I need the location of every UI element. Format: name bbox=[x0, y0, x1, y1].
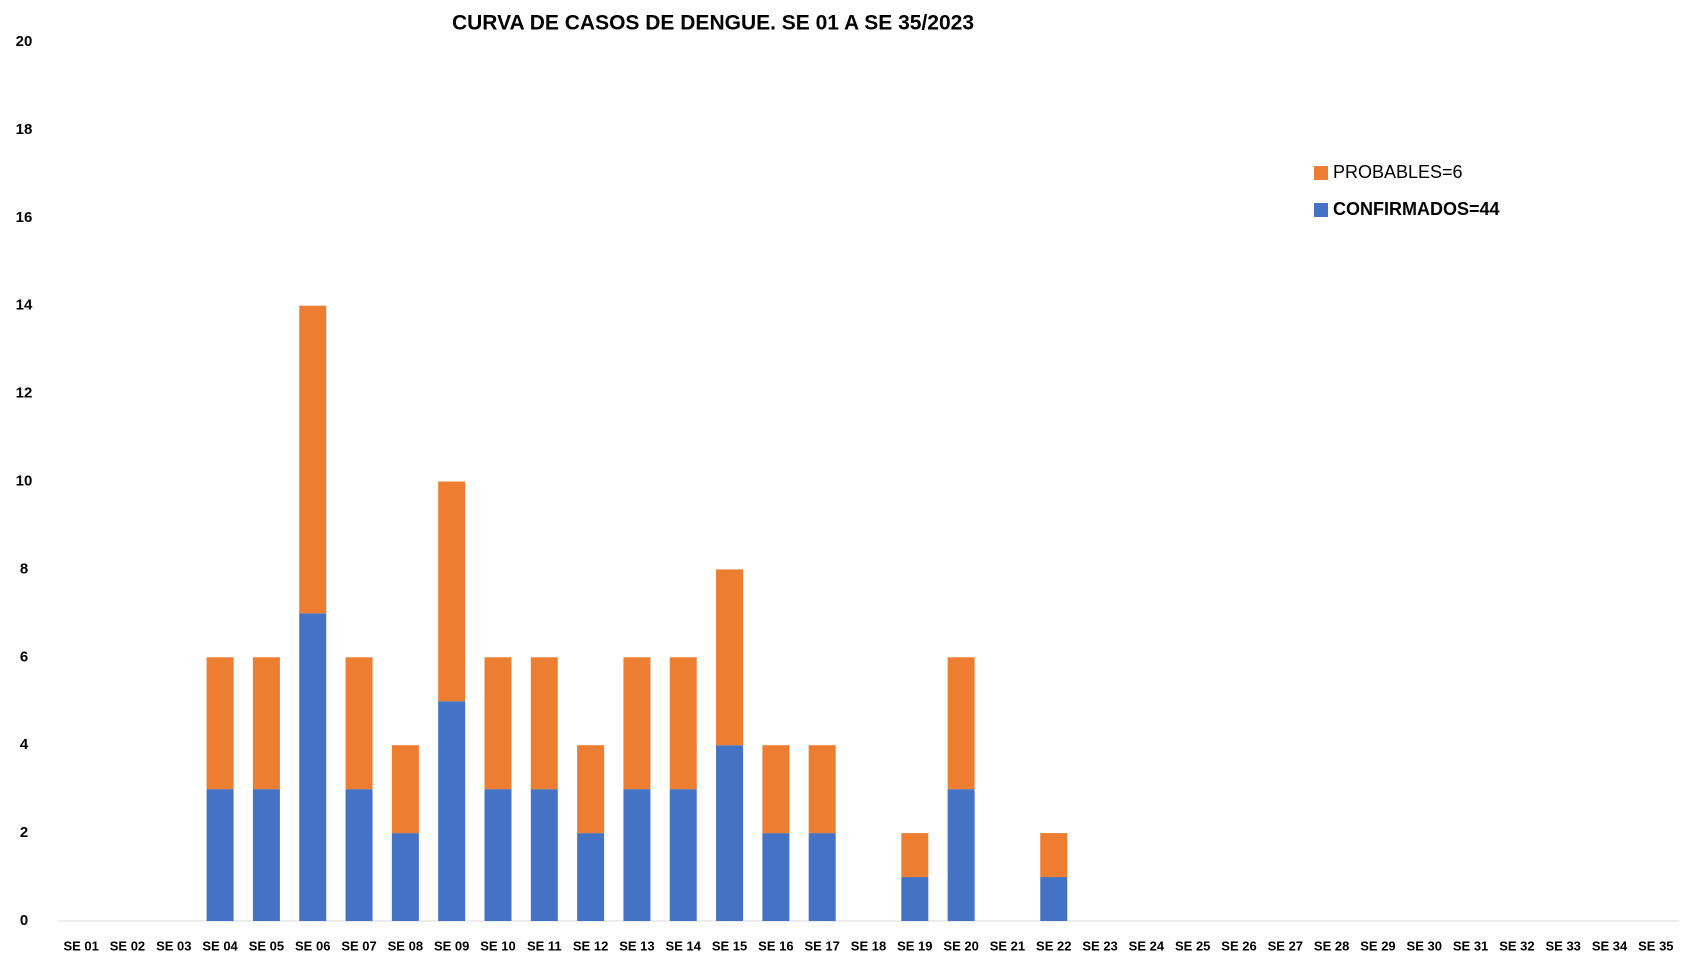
x-tick-label: SE 13 bbox=[619, 938, 654, 953]
x-tick-label: SE 30 bbox=[1407, 938, 1442, 953]
bar-segment bbox=[530, 657, 558, 790]
y-tick-label: 2 bbox=[20, 824, 28, 841]
x-tick-label: SE 31 bbox=[1453, 938, 1488, 953]
x-tick-label: SE 23 bbox=[1082, 938, 1117, 953]
x-tick-label: SE 21 bbox=[990, 938, 1025, 953]
x-tick-label: SE 20 bbox=[943, 938, 978, 953]
bar-segment bbox=[577, 833, 605, 921]
bar-segment bbox=[530, 789, 558, 921]
bar-segment bbox=[484, 789, 512, 921]
bar-segment bbox=[762, 745, 790, 834]
bar-segment bbox=[252, 789, 280, 921]
x-tick-label: SE 25 bbox=[1175, 938, 1210, 953]
bar-segment bbox=[947, 657, 975, 790]
bar-segment bbox=[762, 833, 790, 921]
x-tick-label: SE 02 bbox=[110, 938, 145, 953]
bar-segment bbox=[623, 657, 651, 790]
x-tick-label: SE 26 bbox=[1221, 938, 1256, 953]
x-tick-label: SE 27 bbox=[1268, 938, 1303, 953]
y-tick-label: 8 bbox=[20, 560, 28, 577]
x-tick-label: SE 03 bbox=[156, 938, 191, 953]
x-tick-label: SE 14 bbox=[666, 938, 702, 953]
x-tick-label: SE 12 bbox=[573, 938, 608, 953]
y-tick-label: 20 bbox=[16, 33, 33, 50]
bar-segment bbox=[345, 657, 373, 790]
x-tick-label: SE 15 bbox=[712, 938, 747, 953]
bar-segment bbox=[438, 481, 466, 702]
bar-segment bbox=[484, 657, 512, 790]
chart-title: CURVA DE CASOS DE DENGUE. SE 01 A SE 35/… bbox=[452, 12, 974, 35]
x-tick-label: SE 11 bbox=[527, 938, 562, 953]
x-tick-label: SE 07 bbox=[341, 938, 376, 953]
bar-segment bbox=[206, 657, 234, 790]
x-tick-label: SE 08 bbox=[388, 938, 423, 953]
bar-segment bbox=[206, 789, 234, 921]
x-tick-label: SE 05 bbox=[249, 938, 284, 953]
legend-swatch bbox=[1314, 166, 1328, 180]
y-tick-label: 4 bbox=[20, 736, 29, 753]
x-tick-label: SE 29 bbox=[1360, 938, 1395, 953]
x-tick-label: SE 10 bbox=[480, 938, 515, 953]
x-tick-label: SE 22 bbox=[1036, 938, 1071, 953]
bar-segment bbox=[345, 789, 373, 921]
y-tick-label: 10 bbox=[16, 472, 33, 489]
bar-segment bbox=[669, 657, 697, 790]
y-tick-label: 6 bbox=[20, 648, 28, 665]
bar-segment bbox=[808, 833, 836, 921]
bar-segment bbox=[808, 745, 836, 834]
bar-segment bbox=[1040, 877, 1068, 921]
x-tick-label: SE 16 bbox=[758, 938, 793, 953]
y-tick-label: 16 bbox=[16, 209, 33, 226]
bar-segment bbox=[947, 789, 975, 921]
y-tick-label: 14 bbox=[16, 297, 33, 314]
legend-label: CONFIRMADOS=44 bbox=[1333, 199, 1500, 219]
x-tick-label: SE 35 bbox=[1638, 938, 1673, 953]
x-tick-label: SE 17 bbox=[804, 938, 839, 953]
x-tick-label: SE 19 bbox=[897, 938, 932, 953]
legend-swatch bbox=[1314, 203, 1328, 217]
x-tick-label: SE 01 bbox=[63, 938, 98, 953]
bar-segment bbox=[438, 701, 466, 921]
bar-segment bbox=[299, 305, 327, 614]
bar-segment bbox=[252, 657, 280, 790]
bar-segment bbox=[577, 745, 605, 834]
x-tick-label: SE 09 bbox=[434, 938, 469, 953]
x-tick-label: SE 28 bbox=[1314, 938, 1349, 953]
bar-segment bbox=[1040, 833, 1068, 878]
y-tick-label: 12 bbox=[16, 385, 33, 402]
x-tick-label: SE 32 bbox=[1499, 938, 1534, 953]
bar-segment bbox=[716, 745, 744, 921]
y-tick-label: 0 bbox=[20, 912, 28, 929]
bar-segment bbox=[299, 613, 327, 921]
x-tick-label: SE 04 bbox=[202, 938, 238, 953]
legend-label: PROBABLES=6 bbox=[1333, 162, 1463, 182]
x-tick-label: SE 34 bbox=[1592, 938, 1628, 953]
x-tick-label: SE 18 bbox=[851, 938, 886, 953]
bar-segment bbox=[901, 877, 929, 921]
x-tick-label: SE 06 bbox=[295, 938, 330, 953]
y-tick-label: 18 bbox=[16, 121, 33, 138]
x-tick-label: SE 24 bbox=[1129, 938, 1165, 953]
bar-segment bbox=[901, 833, 929, 878]
bar-segment bbox=[669, 789, 697, 921]
bar-segment bbox=[623, 789, 651, 921]
bar-segment bbox=[391, 833, 419, 921]
bar-segment bbox=[391, 745, 419, 834]
bar-segment bbox=[716, 569, 744, 746]
x-tick-label: SE 33 bbox=[1546, 938, 1581, 953]
